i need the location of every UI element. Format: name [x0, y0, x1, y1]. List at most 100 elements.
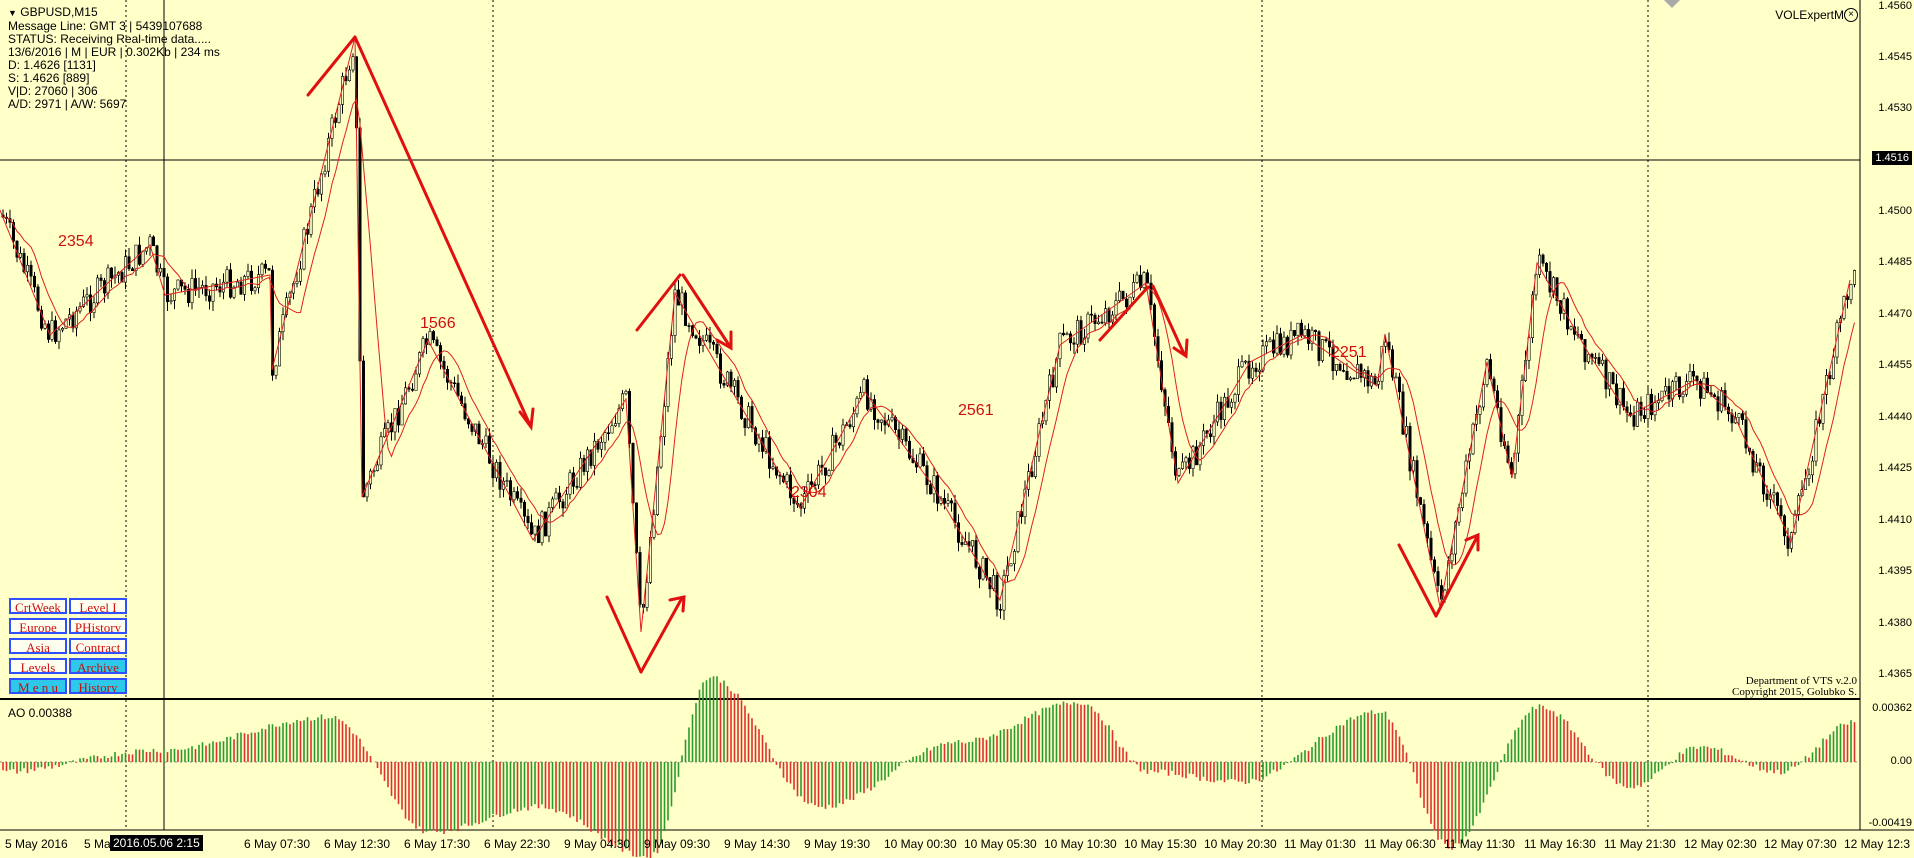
time-tick: 11 May 11:30: [1444, 837, 1515, 851]
candle-body: [1751, 451, 1755, 473]
candle-body: [71, 314, 75, 329]
candle-body: [1251, 367, 1255, 379]
candle-body: [435, 339, 439, 346]
candle-body: [515, 491, 519, 499]
candle-body: [743, 418, 747, 428]
info-line: D: 1.4626 [1131]: [8, 58, 96, 72]
candle-body: [1685, 381, 1689, 395]
candle-body: [382, 428, 386, 438]
candle-body: [260, 263, 264, 276]
candle-body: [554, 492, 558, 500]
candle-body: [589, 449, 593, 466]
candle-body: [232, 286, 236, 298]
candle-body: [222, 281, 226, 293]
candle-body: [1328, 340, 1332, 348]
candle-body: [1401, 391, 1405, 435]
candle-body: [1807, 474, 1811, 479]
arrow-stroke: [639, 596, 684, 674]
candle-body: [1828, 375, 1832, 379]
candle-body: [431, 331, 435, 341]
asia-button[interactable]: Asia: [9, 638, 67, 654]
menu-button[interactable]: M e n u: [9, 678, 67, 694]
candle-body: [1261, 345, 1265, 371]
candle-body: [998, 608, 1002, 611]
candle-body: [876, 419, 880, 423]
candle-body: [263, 263, 267, 269]
candle-body: [1254, 367, 1258, 372]
candle-body: [512, 491, 516, 501]
candle-body: [99, 277, 103, 281]
archive-button[interactable]: Archive: [69, 658, 127, 674]
candle-body: [18, 253, 22, 258]
time-tick: 6 May 07:30: [244, 837, 311, 851]
candle-body: [585, 449, 589, 472]
candle-body: [1653, 402, 1657, 416]
candle-body: [1527, 337, 1531, 361]
price-tick: 1.4500: [1878, 205, 1912, 217]
levels-button[interactable]: Levels: [9, 658, 67, 674]
level-i-button[interactable]: Level I: [69, 598, 127, 614]
candle-body: [606, 432, 610, 434]
time-tick: 12 May 12:3: [1844, 837, 1911, 851]
chart-shift-marker[interactable]: [1664, 0, 1680, 8]
candle-body: [148, 236, 152, 249]
candle-body: [1849, 284, 1853, 300]
candle-body: [708, 334, 712, 343]
candle-body: [1226, 396, 1230, 408]
time-tick: 10 May 10:30: [1044, 837, 1117, 851]
candle-body: [29, 264, 33, 277]
candle-body: [1496, 390, 1500, 408]
candle-body: [326, 138, 330, 172]
candle-body: [1005, 565, 1009, 576]
candle-body: [533, 525, 537, 535]
circle-close-icon[interactable]: ×: [1844, 8, 1858, 22]
candle-body: [1720, 390, 1724, 412]
candle-body: [830, 435, 834, 471]
candle-body: [1065, 333, 1069, 336]
candle-body: [1587, 353, 1591, 363]
candle-body: [1643, 415, 1647, 419]
candle-body: [771, 466, 775, 469]
candle-body: [1184, 457, 1188, 463]
current-price-label: 1.4516: [1872, 151, 1912, 165]
candle-body: [1811, 460, 1815, 476]
candle-body: [949, 500, 953, 504]
candle-body: [1632, 415, 1636, 427]
ao-tick: 0.00362: [1872, 702, 1912, 714]
candle-body: [57, 329, 61, 342]
time-tick: 10 May 05:30: [964, 837, 1037, 851]
candle-body: [564, 493, 568, 509]
candle-body: [452, 382, 456, 385]
candle-body: [519, 497, 523, 503]
candle-body: [1562, 298, 1566, 314]
candle-body: [155, 245, 159, 273]
candle-body: [669, 335, 673, 359]
contract-button[interactable]: Contract: [69, 638, 127, 654]
ao-tick: -0.00419: [1868, 817, 1912, 829]
phistory-button[interactable]: PHistory: [69, 618, 127, 634]
candle-body: [1814, 419, 1818, 462]
candle-body: [935, 475, 939, 504]
candle-body: [337, 104, 341, 123]
symbol-title[interactable]: ▼ GBPUSD,M15: [8, 6, 220, 20]
candle-body: [183, 285, 187, 290]
time-tick: 11 May 16:30: [1524, 837, 1596, 851]
price-tick: 1.4530: [1878, 102, 1912, 114]
history-button[interactable]: History: [69, 678, 127, 694]
time-tick: 6 May 12:30: [324, 837, 391, 851]
candle-body: [1741, 413, 1745, 420]
candle-body: [1776, 492, 1780, 506]
candle-body: [1132, 282, 1136, 298]
candle-body: [620, 393, 624, 409]
arrow-head: [1464, 532, 1480, 552]
crtweek-button[interactable]: CrtWeek: [9, 598, 67, 614]
europe-button[interactable]: Europe: [9, 618, 67, 634]
candle-body: [1002, 575, 1006, 611]
triangle-down-icon[interactable]: ▼: [8, 8, 17, 18]
candle-body: [1100, 321, 1104, 324]
candle-body: [1478, 406, 1482, 415]
candle-body: [1422, 504, 1426, 525]
candle-body: [725, 371, 729, 386]
